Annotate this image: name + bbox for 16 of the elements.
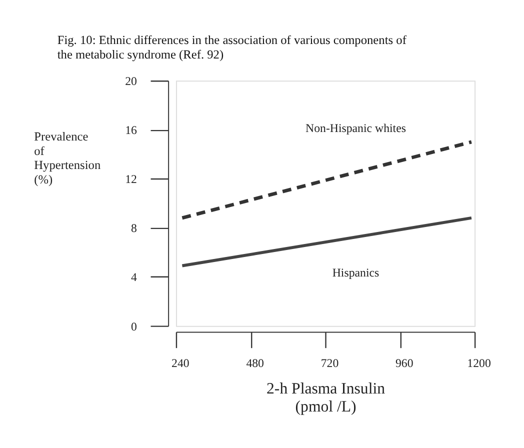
x-tick-label: 960 — [395, 356, 414, 370]
x-tick-label: 240 — [172, 356, 190, 370]
x-tick-label: 720 — [320, 356, 339, 370]
series-label: Non-Hispanic whites — [306, 120, 406, 135]
x-tick-label: 480 — [246, 356, 264, 370]
y-axis-title: Prevalence of Hypertension (%) — [34, 129, 101, 186]
y-tick-label: 0 — [130, 319, 137, 334]
y-tick-label: 16 — [125, 123, 137, 138]
y-tick-label: 4 — [130, 270, 137, 284]
y-tick-label: 12 — [125, 172, 137, 186]
x-axis-title: 2-h Plasma Insulin (pmol /L) — [266, 380, 386, 416]
y-tick-label: 8 — [130, 221, 137, 236]
y-tick-label: 20 — [125, 74, 137, 88]
x-tick-label: 1200 — [467, 356, 491, 370]
text: Hispanics — [332, 266, 380, 280]
chart-title: Fig. 10: Ethnic differences in the association of various components of the metabolic syndrome (Ref. 92) — [57, 33, 408, 62]
